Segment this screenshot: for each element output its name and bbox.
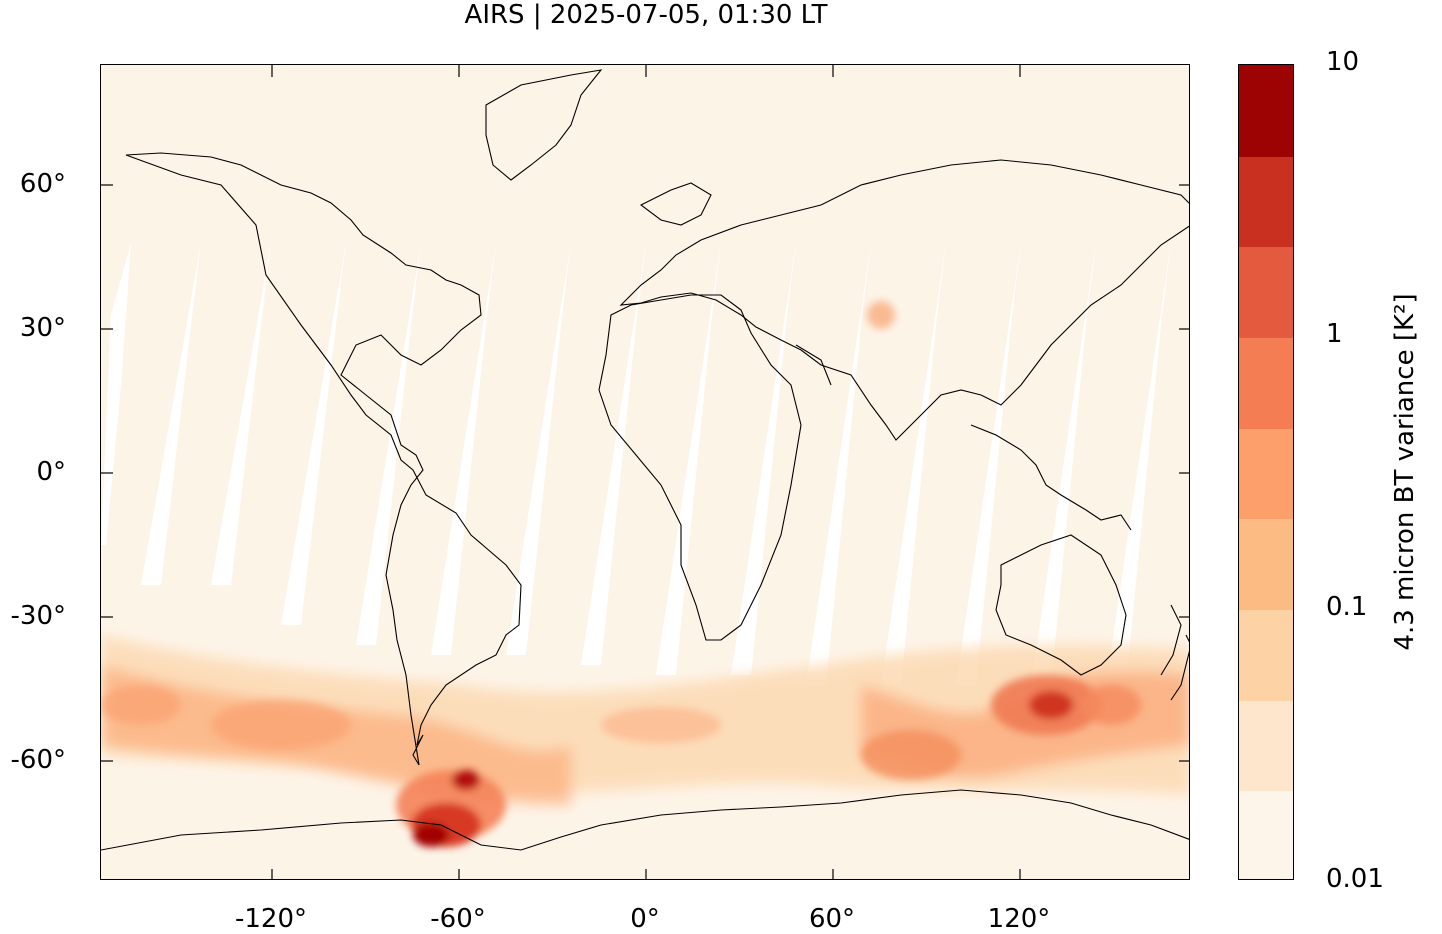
colorbar-segment: [1239, 518, 1293, 610]
colorbar-segment: [1239, 65, 1293, 157]
colorbar-segment: [1239, 155, 1293, 248]
grid-ticks: [101, 65, 1189, 879]
y-tick-minus-30: -30°: [10, 601, 66, 631]
colorbar-segment: [1239, 246, 1293, 338]
colorbar-label-0-01: 0.01: [1326, 864, 1384, 894]
x-tick-minus-60: -60°: [430, 904, 486, 934]
y-tick-30: 30°: [19, 313, 66, 343]
coastlines: [101, 69, 1189, 851]
x-tick-0: 0°: [630, 904, 660, 934]
colorbar-segment: [1239, 699, 1293, 792]
colorbar-segment: [1239, 790, 1293, 879]
y-tick-0: 0°: [36, 457, 66, 487]
colorbar-title: 4.3 micron BT variance [K²]: [1390, 293, 1420, 651]
orbit-gaps: [101, 243, 1171, 685]
variance-map: [101, 65, 1189, 879]
colorbar-segment: [1239, 337, 1293, 429]
colorbar-segment: [1239, 427, 1293, 520]
map-plot-area: [100, 64, 1190, 880]
y-tick-60: 60°: [19, 169, 66, 199]
colorbar-label-10: 10: [1326, 47, 1360, 77]
x-tick-60: 60°: [808, 904, 856, 934]
colorbar-label-1: 1: [1326, 319, 1343, 349]
x-tick-minus-120: -120°: [234, 904, 307, 934]
y-tick-minus-60: -60°: [10, 745, 66, 775]
chart-title: AIRS | 2025-07-05, 01:30 LT: [464, 0, 828, 30]
colorbar-segment: [1239, 609, 1293, 701]
colorbar: [1238, 64, 1294, 880]
colorbar-label-0-1: 0.1: [1326, 592, 1368, 622]
x-tick-120: 120°: [987, 904, 1051, 934]
